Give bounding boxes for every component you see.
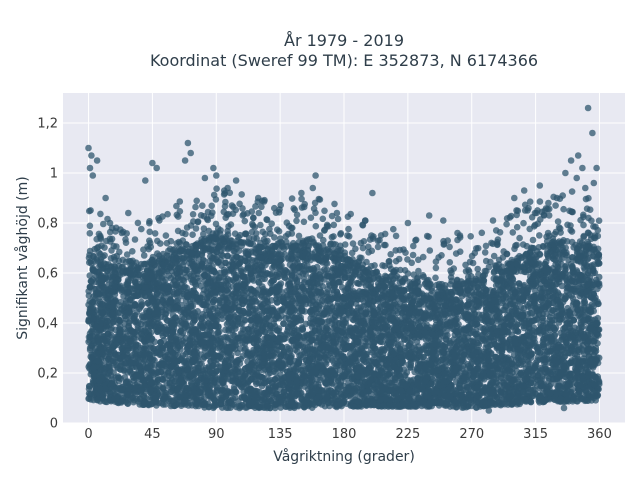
data-point [360,279,367,286]
data-points [85,104,603,414]
data-point [568,238,576,246]
data-point [178,301,185,309]
data-point [121,374,129,381]
data-point [579,311,587,319]
data-point [461,337,469,344]
data-point [253,271,261,279]
data-point [231,365,238,373]
chart-subtitle: Koordinat (Sweref 99 TM): E 352873, N 61… [150,51,538,70]
data-point [118,286,125,294]
data-point [197,282,205,290]
chart-title: År 1979 - 2019 [284,31,404,50]
data-point [490,275,498,282]
data-point [241,316,249,324]
